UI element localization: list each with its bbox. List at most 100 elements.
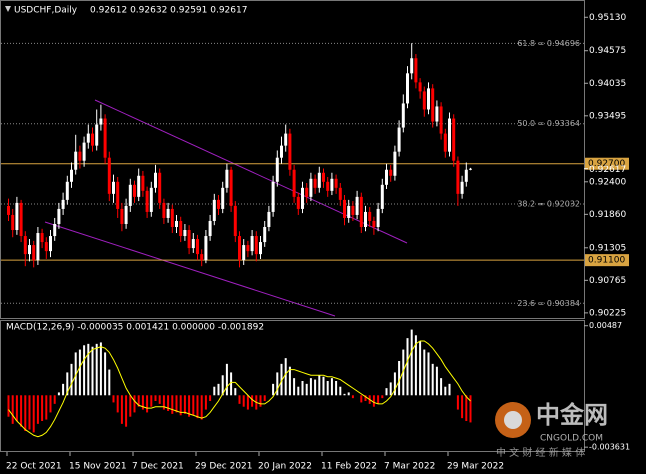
candle-body: [393, 151, 397, 176]
candle-body: [292, 169, 296, 197]
macd-bar: [217, 383, 220, 396]
macd-bar: [104, 352, 107, 396]
watermark-url: CNGOLD.COM: [540, 434, 603, 444]
signal-line: [8, 340, 471, 438]
candle-body: [99, 118, 103, 125]
candle-body: [217, 199, 220, 209]
y-tick-label: 0.90225: [589, 308, 626, 318]
candle-body: [82, 142, 86, 161]
candle-body: [347, 205, 351, 218]
header-symbol: USDCHF,Daily: [14, 6, 78, 16]
macd-bar: [293, 378, 296, 396]
y-tick-label: 0.92400: [589, 177, 626, 187]
candle-body: [78, 151, 82, 161]
macd-bar: [230, 372, 233, 396]
macd-bar: [288, 366, 291, 396]
candle-body: [254, 236, 258, 255]
macd-bar: [179, 395, 182, 416]
header-ohlc: 0.92612 0.92632 0.92591 0.92617: [90, 6, 247, 16]
candle-body: [11, 214, 15, 231]
macd-bar: [280, 363, 283, 396]
candle-body: [380, 184, 384, 209]
main-panel-border: [0, 0, 585, 319]
macd-bar: [251, 395, 254, 407]
macd-bar: [70, 363, 73, 396]
candle-body: [288, 133, 292, 170]
macd-bar: [347, 392, 350, 396]
candle-body: [149, 187, 153, 212]
candle-body: [410, 58, 414, 74]
macd-bar: [435, 366, 438, 396]
channel-lower: [44, 221, 336, 317]
x-tick-label: 7 Mar 2022: [384, 462, 435, 472]
candle-body: [448, 118, 451, 152]
watermark: 中金网 CNGOLD.COM 中 文 财 经 新 媒 体: [495, 401, 608, 459]
macd-bar: [192, 395, 195, 416]
x-tick-label: 11 Feb 2022: [321, 462, 377, 472]
y-tick-label: 0.91860: [589, 210, 626, 220]
candle-body: [61, 199, 65, 209]
macd-bar: [393, 372, 396, 396]
macd-bar: [204, 395, 207, 410]
macd-bar: [108, 369, 111, 396]
candle-body: [53, 223, 57, 237]
candle-body: [91, 133, 94, 146]
candle-body: [359, 196, 363, 227]
macd-bar: [318, 375, 321, 396]
macd-bar: [330, 378, 333, 396]
fib-label: 23.6 = 0.90384: [517, 299, 580, 308]
candle-body: [397, 127, 401, 152]
candle-body: [351, 205, 355, 215]
candle-body: [389, 169, 393, 176]
candle-body: [229, 169, 233, 206]
y-tick-label: 0.90765: [589, 276, 626, 286]
candle-body: [221, 187, 225, 209]
y-tick-label: 0.00487: [589, 321, 622, 330]
candle-body: [464, 169, 468, 182]
candle-body: [162, 202, 166, 218]
candle-body: [233, 205, 237, 237]
candle-body: [376, 208, 380, 227]
candle-body: [7, 205, 10, 215]
macd-bar: [284, 358, 287, 396]
macd-bar: [200, 395, 203, 420]
candle-body: [19, 202, 23, 237]
candle-body: [422, 91, 426, 110]
candle-body: [57, 208, 61, 224]
macd-bar: [112, 395, 115, 403]
macd-bar: [427, 352, 430, 396]
candle-body: [107, 157, 111, 194]
macd-bar: [309, 378, 312, 396]
candle-body: [15, 202, 19, 231]
macd-bar: [129, 395, 132, 417]
macd-bar: [314, 379, 317, 396]
y-tick-label: 0.95130: [589, 13, 626, 23]
macd-bar: [419, 341, 422, 396]
macd-bar: [154, 395, 157, 401]
macd-bar: [49, 395, 52, 413]
candle-body: [250, 236, 254, 252]
candle-body: [456, 160, 460, 194]
macd-bar: [167, 395, 170, 411]
macd-bar: [297, 386, 300, 396]
candle-body: [238, 236, 241, 261]
candle-body: [124, 205, 128, 224]
macd-bar: [66, 372, 69, 396]
macd-bar: [99, 342, 102, 396]
x-tick-label: 15 Nov 2021: [69, 462, 127, 472]
macd-bar: [469, 395, 472, 423]
macd-bar: [301, 381, 304, 396]
candle-body: [133, 184, 136, 197]
macd-bar: [431, 363, 434, 396]
macd-bar: [414, 335, 417, 396]
candle-body: [49, 236, 52, 252]
candle-body: [401, 103, 405, 128]
y-tick-label: -0.003631: [589, 443, 630, 452]
x-tick-label: 22 Oct 2021: [6, 462, 62, 472]
candle-body: [145, 190, 149, 212]
macd-bar: [246, 395, 249, 410]
watermark-name: 中金网: [536, 401, 608, 429]
macd-bar: [389, 382, 392, 396]
